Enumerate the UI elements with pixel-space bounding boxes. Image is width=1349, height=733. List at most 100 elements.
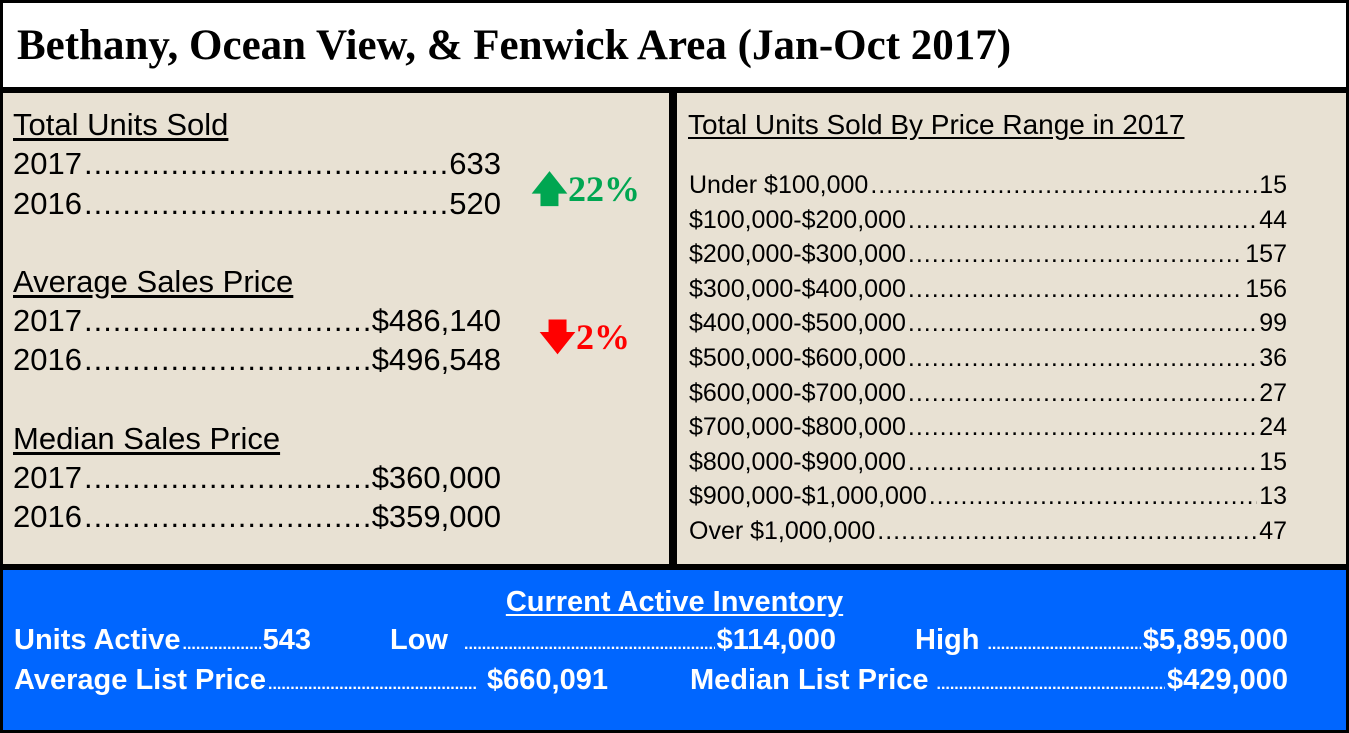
dot-leader <box>908 206 1257 235</box>
median-price-2016-row: 2016 $359,000 <box>13 499 501 535</box>
high-price-row: High $5,895,000 <box>915 624 1288 657</box>
row-value: $486,140 <box>371 303 501 338</box>
sales-summary-panel: Total Units Sold 2017 633 2016 520 🡅22% Av… <box>3 93 669 564</box>
change-percent: 22% <box>568 169 641 209</box>
page-title: Bethany, Ocean View, & Fenwick Area (Jan… <box>17 22 1012 69</box>
average-price-2017-row: 2017 $486,140 <box>13 303 501 339</box>
dot-leader <box>870 171 1257 200</box>
row-value: 157 <box>1245 240 1287 269</box>
dot-leader <box>183 636 261 654</box>
row-label: Units Active <box>14 624 181 656</box>
row-label: $700,000-$800,000 <box>689 413 906 442</box>
dot-leader <box>464 636 715 654</box>
row-value: 520 <box>449 186 501 221</box>
price-range-heading: Total Units Sold By Price Range in 2017 <box>688 109 1185 140</box>
row-label: $100,000-$200,000 <box>689 205 906 234</box>
low-price-row: Low $114,000 <box>390 624 836 657</box>
row-label: $400,000-$500,000 <box>689 309 906 338</box>
median-price-2017-row: 2017 $360,000 <box>13 460 501 496</box>
dot-leader <box>908 240 1243 269</box>
row-value: 44 <box>1259 205 1287 234</box>
row-label: High <box>915 624 980 656</box>
row-value: 156 <box>1245 274 1287 303</box>
price-range-row: Under $100,000 15 <box>689 171 1287 200</box>
dot-leader <box>937 676 1166 694</box>
row-value: $359,000 <box>371 499 501 534</box>
price-range-row: Over $1,000,000 47 <box>689 517 1287 546</box>
row-label: 2016 <box>13 499 82 534</box>
price-range-row: $600,000-$700,000 27 <box>689 379 1287 408</box>
dot-leader <box>84 303 370 339</box>
row-label: Median List Price <box>690 664 929 696</box>
total-units-2016-row: 2016 520 <box>13 186 501 222</box>
row-label: $900,000-$1,000,000 <box>689 482 927 511</box>
dot-leader <box>929 482 1257 511</box>
row-value: 36 <box>1259 344 1287 372</box>
price-range-row: $900,000-$1,000,000 13 <box>689 482 1287 511</box>
row-value: 24 <box>1259 413 1287 442</box>
change-percent: 2% <box>576 317 631 357</box>
dot-leader <box>908 309 1257 338</box>
row-value: 15 <box>1259 171 1287 199</box>
price-range-row: $700,000-$800,000 24 <box>689 413 1287 442</box>
title-bar: Bethany, Ocean View, & Fenwick Area (Jan… <box>3 3 1346 87</box>
arrow-down-icon: 🡇 <box>539 317 577 357</box>
price-range-row: $500,000-$600,000 36 <box>689 344 1287 373</box>
row-value: $360,000 <box>371 460 501 495</box>
row-value: $114,000 <box>716 624 836 656</box>
dot-leader <box>84 499 370 535</box>
row-value: 27 <box>1259 378 1287 407</box>
row-label: Average List Price <box>14 664 266 696</box>
active-inventory-panel: Current Active Inventory Units Active 543… <box>3 570 1346 730</box>
total-units-2017-row: 2017 633 <box>13 146 501 182</box>
row-label: $200,000-$300,000 <box>689 240 906 269</box>
average-price-heading: Average Sales Price <box>13 264 294 299</box>
price-range-row: $100,000-$200,000 44 <box>689 206 1287 235</box>
row-label: 2017 <box>13 303 82 338</box>
inventory-heading: Current Active Inventory <box>505 586 844 618</box>
total-units-heading: Total Units Sold <box>13 107 229 142</box>
row-value: $660,091 <box>487 664 608 696</box>
arrow-up-icon: 🡅 <box>531 169 569 209</box>
dot-leader <box>84 186 447 222</box>
row-label: $800,000-$900,000 <box>689 447 906 476</box>
average-price-2016-row: 2016 $496,548 <box>13 342 501 378</box>
row-label: 2017 <box>13 146 82 181</box>
dot-leader <box>987 636 1140 654</box>
dot-leader <box>877 517 1257 546</box>
row-label: $300,000-$400,000 <box>689 274 906 303</box>
row-label: $600,000-$700,000 <box>689 378 906 407</box>
dot-leader <box>84 342 370 378</box>
price-range-panel: Total Units Sold By Price Range in 2017 … <box>677 93 1346 564</box>
row-value: $5,895,000 <box>1142 624 1288 656</box>
price-range-row: $800,000-$900,000 15 <box>689 448 1287 477</box>
average-list-price-row: Average List Price $660,091 <box>14 664 608 697</box>
row-value: 15 <box>1259 447 1287 476</box>
row-value: 633 <box>449 146 501 181</box>
average-price-change: 🡇2% <box>539 311 630 372</box>
price-range-row: $300,000-$400,000 156 <box>689 275 1287 304</box>
row-label: 2017 <box>13 460 82 495</box>
units-active-row: Units Active 543 <box>14 624 311 657</box>
row-value: 99 <box>1259 309 1287 338</box>
median-list-price-row: Median List Price $429,000 <box>690 664 1288 697</box>
units-change: 🡅22% <box>531 163 640 224</box>
row-value: $429,000 <box>1167 664 1288 696</box>
row-value: 47 <box>1259 517 1287 545</box>
dot-leader <box>908 344 1257 373</box>
row-label: 2016 <box>13 342 82 377</box>
dot-leader <box>908 275 1243 304</box>
dot-leader <box>908 448 1257 477</box>
dot-leader <box>908 379 1257 408</box>
row-value: 13 <box>1259 482 1287 511</box>
dot-leader <box>268 676 477 694</box>
dot-leader <box>908 413 1257 442</box>
row-label: 2016 <box>13 186 82 221</box>
row-label: Under $100,000 <box>689 171 869 199</box>
row-label: Low <box>390 624 448 656</box>
row-label: Over $1,000,000 <box>689 517 876 545</box>
dot-leader <box>84 460 370 496</box>
row-value: $496,548 <box>371 342 501 377</box>
price-range-row: $200,000-$300,000 157 <box>689 240 1287 269</box>
price-range-row: $400,000-$500,000 99 <box>689 309 1287 338</box>
